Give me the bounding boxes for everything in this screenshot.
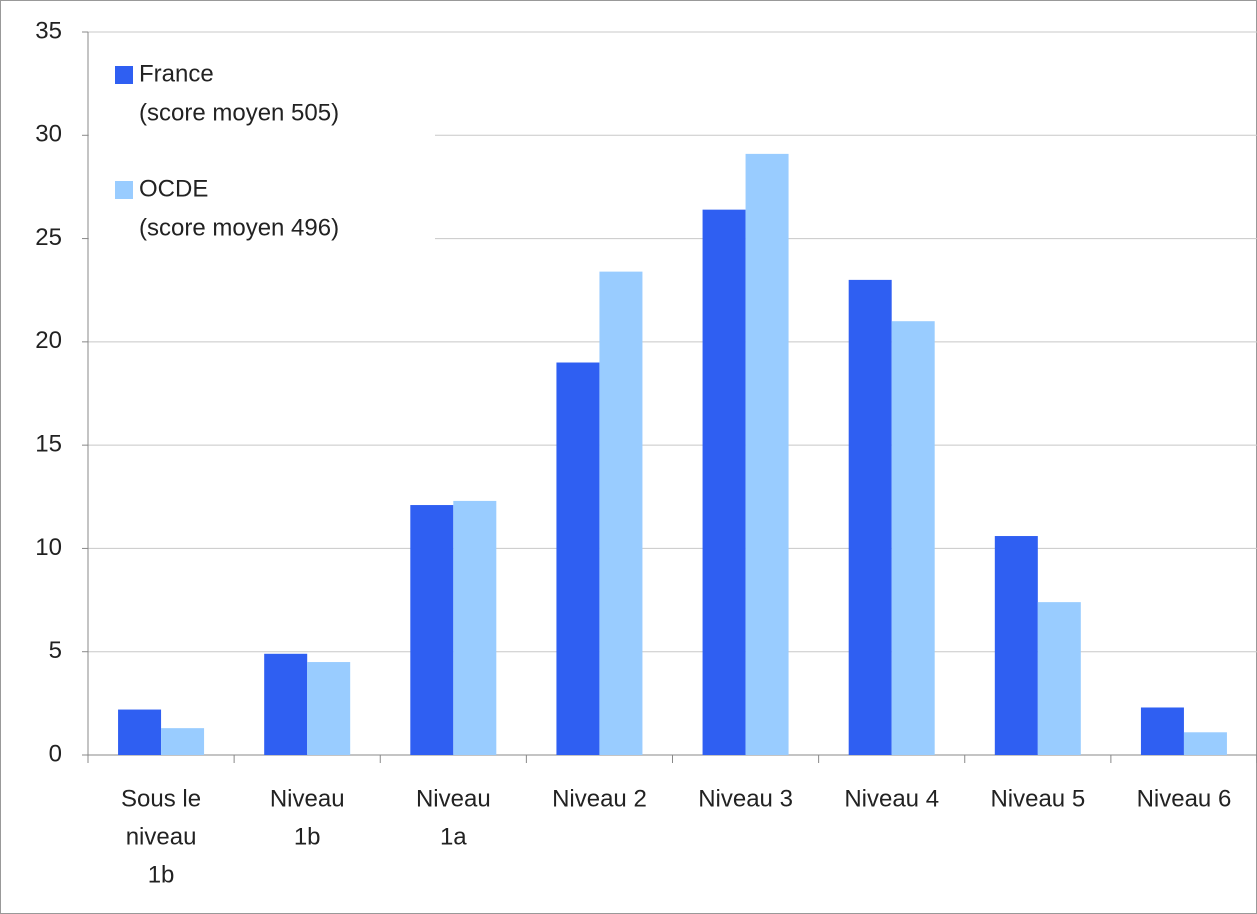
x-tick-label: Niveau 2 [552,785,647,812]
legend-swatch [115,66,133,84]
x-tick-label: Niveau 3 [698,785,793,812]
bar [891,321,935,755]
bar [745,153,789,755]
x-tick-label: Niveau [270,785,345,812]
legend-note: (score moyen 505) [139,99,339,126]
y-tick-label: 10 [35,534,62,561]
x-tick-label: Niveau 4 [844,785,939,812]
bar [994,536,1038,755]
x-tick-label: 1b [148,861,175,888]
bar [307,662,351,755]
bar [556,362,600,755]
legend-box [89,38,435,263]
bar [1140,707,1184,755]
x-tick-label: 1b [294,823,321,850]
bar [118,709,162,755]
y-tick-label: 5 [49,637,62,664]
y-tick-label: 0 [49,740,62,767]
bar [410,505,454,755]
x-tick-label: niveau [126,823,197,850]
bar [264,653,308,755]
bar [1183,732,1227,755]
bar [453,500,497,755]
x-tick-label: Niveau [416,785,491,812]
bar [1037,602,1081,755]
y-tick-label: 25 [35,224,62,251]
x-tick-label: 1a [440,823,467,850]
legend-note: (score moyen 496) [139,214,339,241]
bar [161,728,205,755]
x-tick-label: Niveau 5 [990,785,1085,812]
y-tick-label: 20 [35,327,62,354]
legend-label: France [139,60,214,87]
y-tick-label: 35 [35,17,62,44]
x-tick-label: Niveau 6 [1137,785,1232,812]
y-tick-label: 30 [35,121,62,148]
legend-swatch [115,181,133,199]
bar [702,209,746,755]
x-tick-label: Sous le [121,785,201,812]
bar [848,279,892,755]
legend-label: OCDE [139,175,208,202]
y-tick-label: 15 [35,430,62,457]
bar [599,271,643,755]
